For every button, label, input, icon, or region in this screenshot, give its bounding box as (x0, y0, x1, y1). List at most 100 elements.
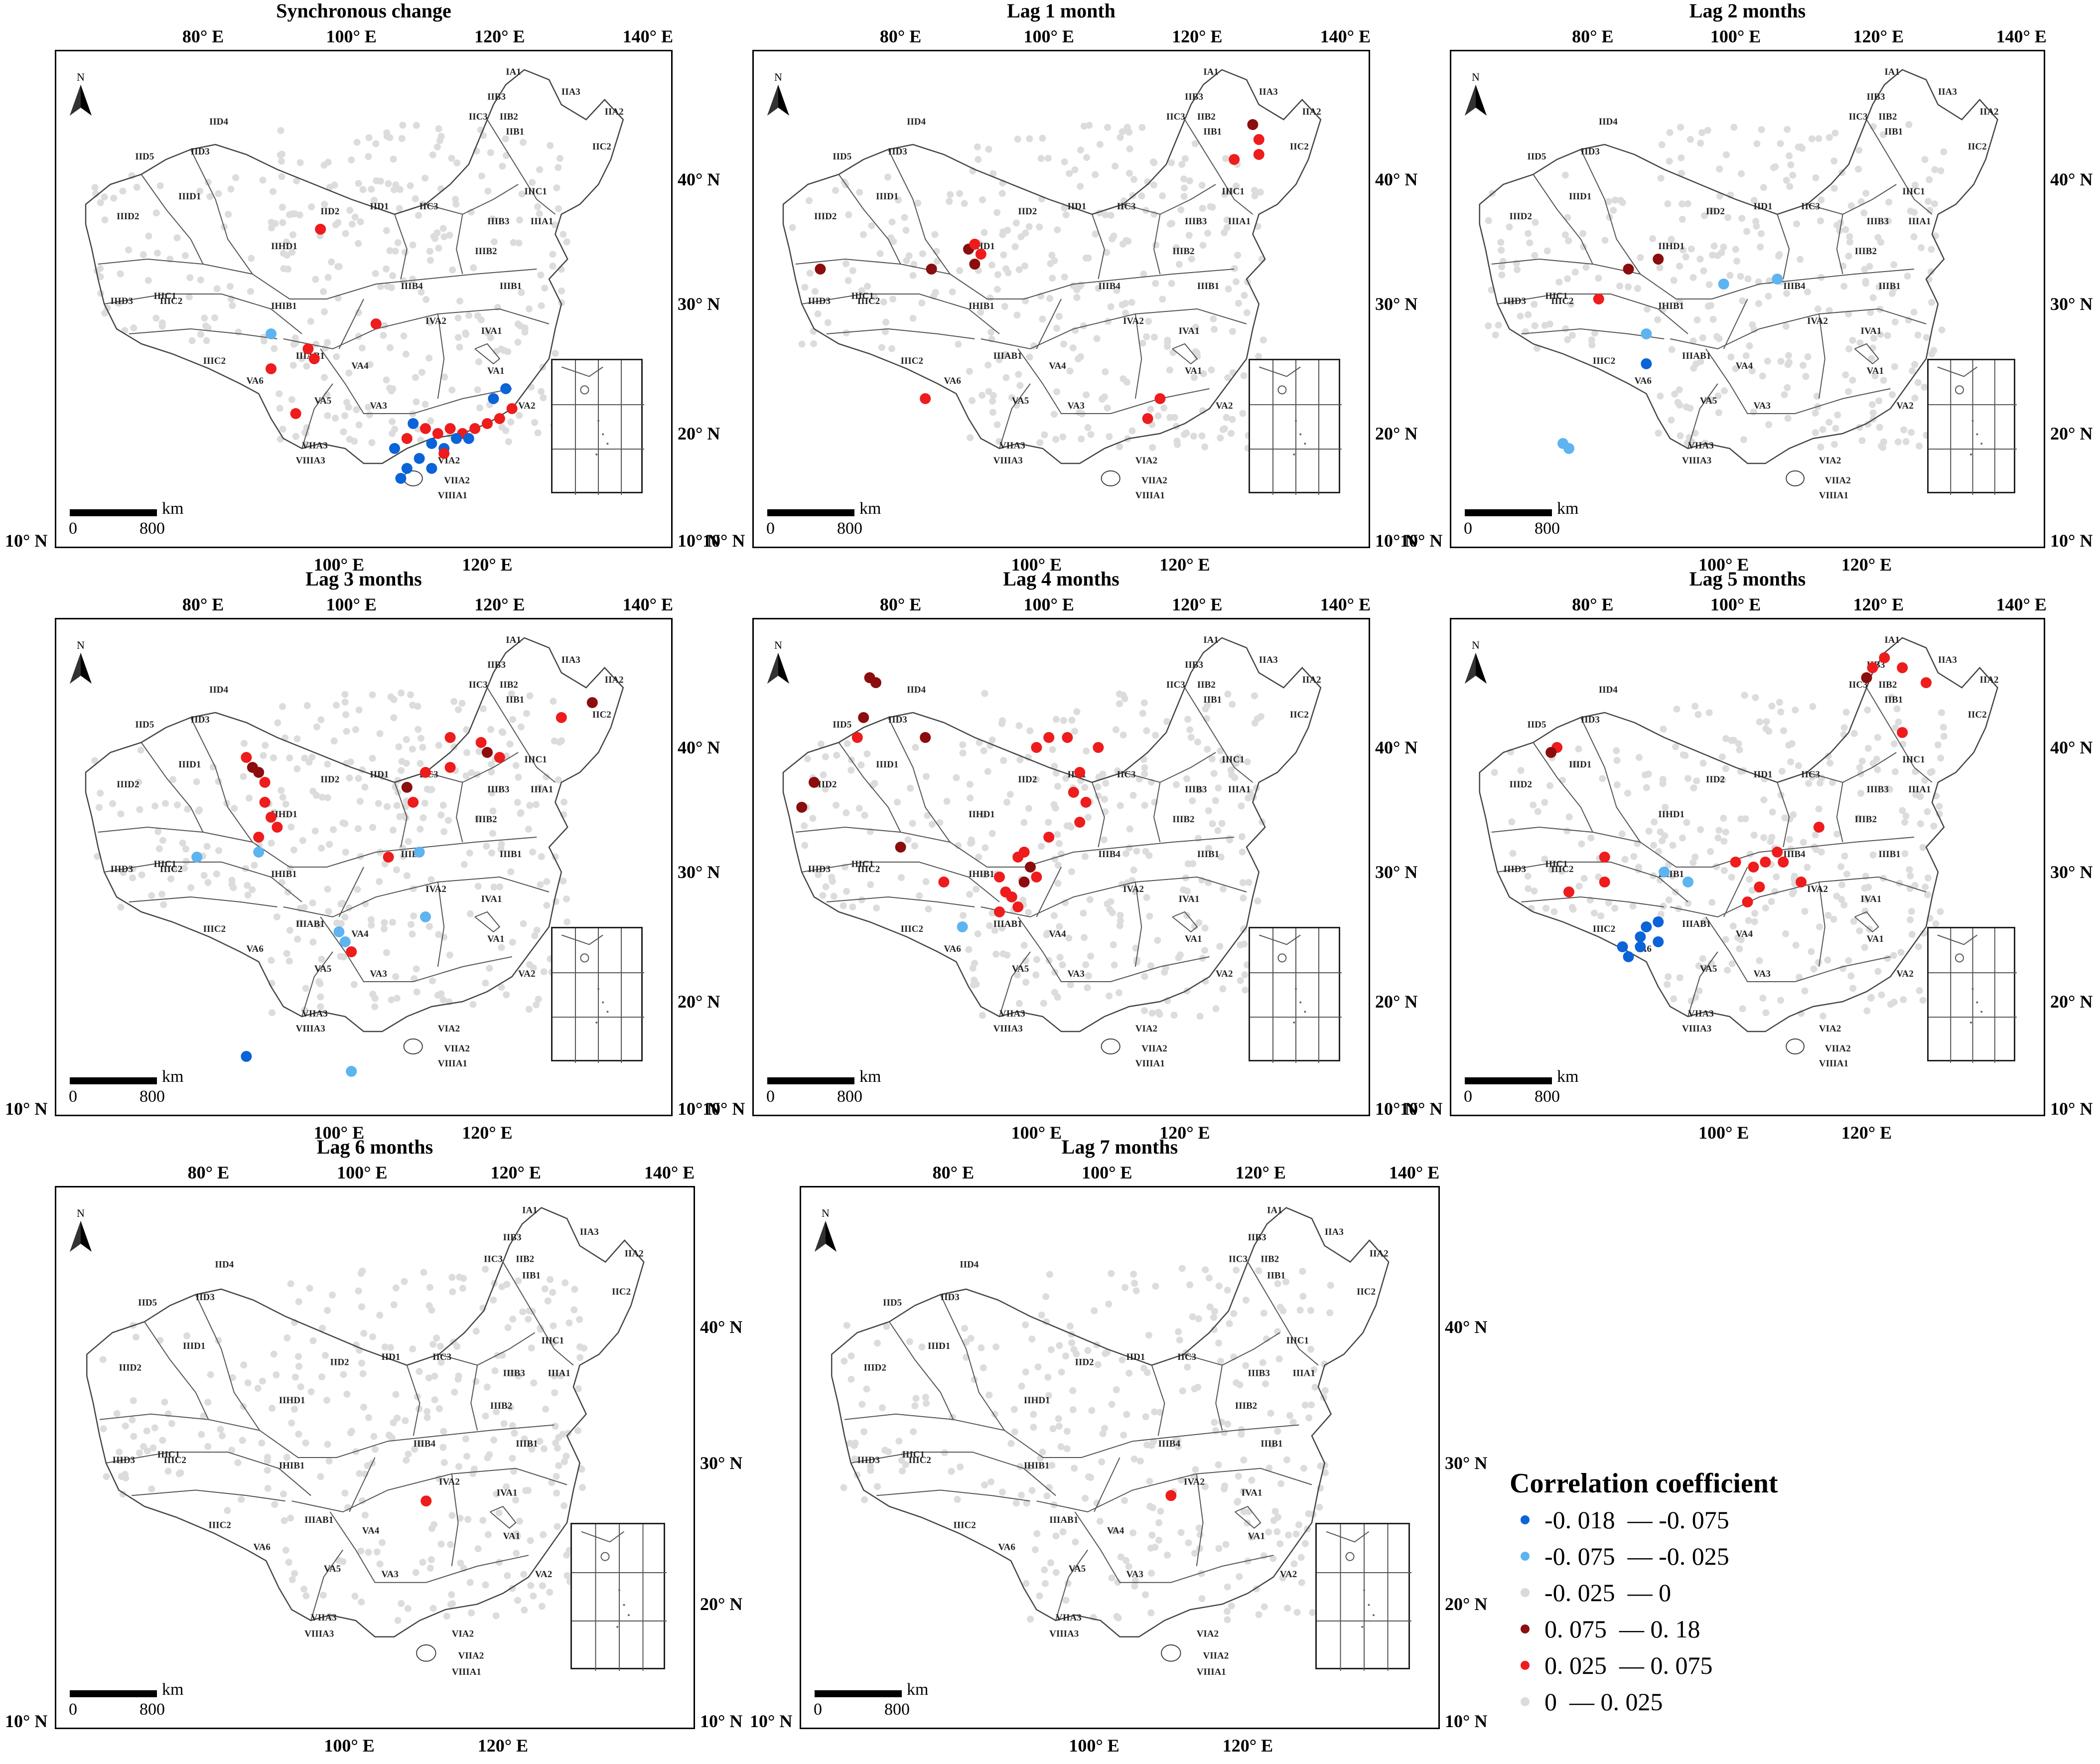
station-point-neutral (429, 1605, 437, 1612)
station-point-neutral (279, 426, 286, 433)
station-point-neutral (1671, 390, 1679, 398)
station-point-neutral (1894, 438, 1902, 445)
station-point-neutral (1830, 441, 1838, 448)
region-label: VIA2 (452, 1629, 474, 1639)
station-point-neutral (1845, 345, 1853, 353)
station-point-neutral (1924, 891, 1931, 898)
station-point-neutral (1125, 1563, 1132, 1570)
station-point-neutral (276, 390, 283, 398)
region-boundary (1055, 1549, 1089, 1621)
station-point-neutral (1268, 1442, 1276, 1449)
station-point-neutral (1119, 301, 1126, 308)
station-point-neutral (947, 191, 954, 198)
station-point-neutral (984, 361, 992, 369)
station-point-neutral (1199, 242, 1207, 249)
region-label: IID3 (196, 1292, 215, 1303)
station-point-neutral (248, 255, 255, 262)
station-point-neutral (953, 774, 960, 781)
region-boundary (451, 1473, 459, 1567)
station-point-neutral (268, 224, 276, 232)
station-point-neutral (181, 865, 188, 872)
region-boundary (838, 174, 901, 265)
station-point-neutral (1316, 1503, 1323, 1511)
station-point-strong-negative (1641, 358, 1652, 369)
station-point-positive (1012, 901, 1024, 912)
station-point-neutral (1810, 965, 1818, 973)
station-point-neutral (1060, 717, 1067, 724)
station-point-neutral (389, 826, 397, 834)
station-point-neutral (1768, 834, 1776, 841)
station-point-neutral (1656, 877, 1664, 884)
station-point-neutral (269, 1405, 276, 1412)
station-point-neutral (1858, 757, 1866, 765)
region-boundary (470, 1365, 478, 1431)
station-point-neutral (914, 199, 922, 207)
region-label: IID3 (191, 715, 210, 725)
station-point-neutral (1541, 799, 1548, 806)
station-point-neutral (528, 1344, 535, 1352)
station-point-neutral (425, 354, 433, 362)
station-point-neutral (1301, 1401, 1309, 1409)
station-point-neutral (279, 219, 286, 226)
station-point-neutral (1680, 751, 1687, 758)
region-boundary (394, 214, 408, 280)
station-point-neutral (381, 322, 388, 329)
station-point-neutral (319, 1324, 326, 1332)
region-label: IHIB1 (969, 301, 994, 311)
station-point-positive (969, 239, 980, 250)
station-point-neutral (1824, 911, 1832, 919)
station-point-neutral (174, 801, 181, 809)
station-point-neutral (1676, 298, 1683, 305)
station-point-neutral (1884, 332, 1891, 339)
country-outline (85, 69, 624, 464)
station-point-neutral (1895, 718, 1902, 726)
station-point-neutral (329, 1291, 336, 1299)
region-label: IIHD1 (279, 1395, 305, 1406)
station-point-neutral (1098, 1458, 1106, 1466)
station-point-neutral (1195, 1315, 1202, 1323)
station-point-neutral (484, 1531, 492, 1538)
station-point-neutral (1911, 361, 1919, 368)
station-point-neutral (500, 347, 508, 354)
region-label: VA4 (351, 361, 369, 371)
station-point-neutral (515, 1277, 522, 1285)
station-point-neutral (426, 248, 433, 255)
region-boundary (940, 1294, 1005, 1431)
station-point-neutral (429, 977, 436, 985)
station-point-positive (432, 428, 443, 439)
station-point-neutral (1721, 387, 1728, 395)
station-point-neutral (1020, 942, 1028, 949)
station-point-neutral (1722, 936, 1729, 943)
station-point-neutral (1181, 431, 1188, 438)
region-label: VA6 (944, 376, 961, 386)
region-boundary (487, 119, 556, 215)
station-point-neutral (1899, 807, 1906, 814)
station-point-neutral (542, 1405, 550, 1413)
station-point-neutral (1758, 126, 1765, 134)
region-label: IA1 (506, 635, 521, 645)
station-point-neutral (1221, 1485, 1228, 1493)
station-point-neutral (380, 332, 387, 339)
station-point-neutral (1569, 905, 1577, 913)
station-point-neutral (1495, 321, 1502, 329)
station-point-neutral (1907, 916, 1914, 923)
station-point-neutral (360, 1403, 367, 1411)
station-point-neutral (228, 1447, 236, 1454)
latitude-tick: 20° N (700, 1594, 743, 1615)
station-point-neutral (1022, 1368, 1029, 1376)
region-label: IIIC2 (1593, 924, 1615, 934)
station-point-neutral (370, 196, 378, 204)
station-point-negative (1718, 279, 1729, 290)
station-point-neutral (455, 1372, 462, 1380)
station-point-neutral (1800, 839, 1807, 846)
station-point-neutral (319, 1592, 327, 1599)
station-point-positive (1012, 852, 1024, 863)
station-point-neutral (840, 1484, 847, 1491)
station-point-neutral (405, 1451, 412, 1458)
station-point-neutral (151, 802, 159, 810)
station-point-neutral (1229, 369, 1237, 376)
station-point-neutral (179, 839, 186, 847)
station-point-neutral (1792, 941, 1800, 949)
station-point-neutral (1905, 121, 1913, 129)
station-point-neutral (1196, 786, 1204, 794)
